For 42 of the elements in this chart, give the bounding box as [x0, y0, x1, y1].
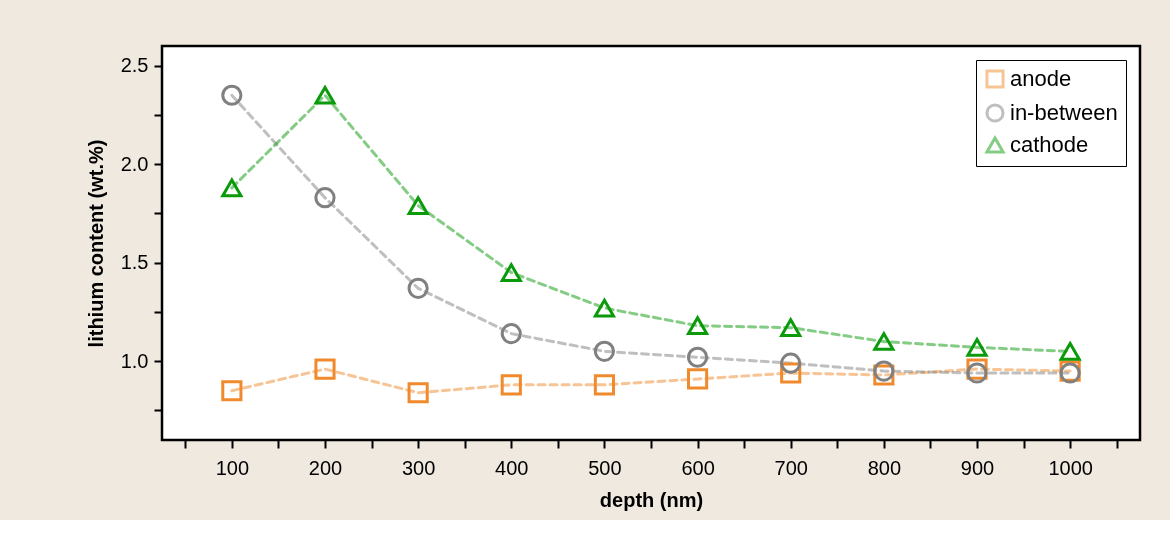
- x-tick-label: 200: [308, 456, 343, 479]
- legend-label: in-between: [1010, 100, 1118, 125]
- x-tick-label: 800: [867, 456, 902, 479]
- point: [873, 332, 895, 351]
- x-tick-label: 500: [588, 456, 622, 479]
- point: [593, 298, 616, 318]
- x-tick-label: 100: [215, 456, 250, 479]
- point: [686, 316, 709, 336]
- y-axis-title: lithium content (wt.%): [84, 139, 107, 348]
- point: [593, 340, 616, 362]
- point: [780, 352, 802, 374]
- legend-label: cathode: [1010, 132, 1089, 157]
- point: [966, 338, 988, 357]
- point: [1059, 341, 1081, 361]
- point: [500, 263, 522, 282]
- point: [221, 84, 243, 106]
- point: [221, 380, 243, 402]
- y-tick-label: 1.0: [120, 349, 149, 372]
- point: [407, 277, 429, 299]
- point: [593, 374, 616, 396]
- point: [314, 85, 336, 105]
- point: [500, 323, 522, 345]
- point: [780, 318, 802, 338]
- x-tick-label: 900: [960, 456, 995, 479]
- x-axis-title: depth (nm): [599, 488, 704, 511]
- point: [314, 358, 336, 380]
- x-tick-label: 600: [681, 456, 715, 479]
- y-tick-label: 2.0: [120, 152, 149, 175]
- point: [686, 346, 709, 368]
- y-tick-label: 2.5: [120, 54, 149, 77]
- point: [221, 178, 243, 198]
- x-tick-label: 700: [774, 456, 808, 479]
- point: [500, 374, 522, 396]
- y-tick-label: 1.5: [120, 251, 149, 274]
- x-tick-label: 400: [495, 456, 529, 479]
- point: [407, 196, 429, 215]
- point: [407, 382, 429, 404]
- point: [314, 187, 336, 209]
- legend-label: anode: [1010, 66, 1072, 91]
- x-tick-label: 300: [401, 456, 436, 479]
- x-tick-label: 1000: [1048, 456, 1093, 479]
- point: [686, 368, 709, 390]
